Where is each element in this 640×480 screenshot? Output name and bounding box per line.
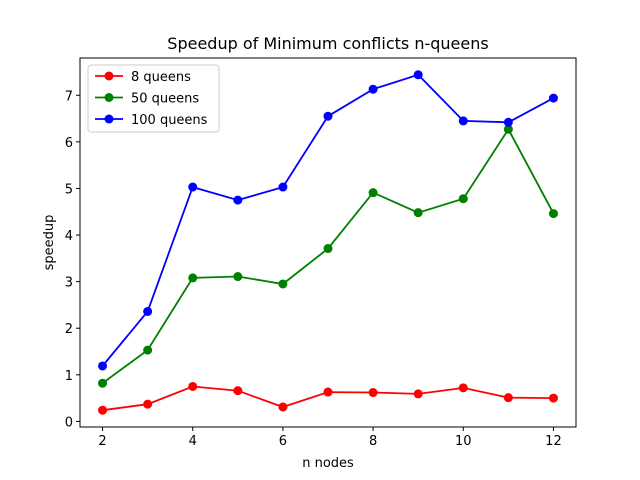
data-point xyxy=(458,383,468,393)
data-point xyxy=(188,182,198,192)
x-tick-label: 2 xyxy=(98,434,106,449)
legend-box xyxy=(87,64,220,133)
y-tick-label: 3 xyxy=(65,276,73,291)
legend-label: 100 queens xyxy=(131,113,208,128)
y-tick-label: 1 xyxy=(65,369,73,384)
data-point xyxy=(503,124,513,134)
data-point xyxy=(548,393,558,403)
data-point xyxy=(548,93,558,103)
y-axis-label: speedup xyxy=(42,215,57,271)
y-tick-label: 2 xyxy=(65,322,73,337)
legend-label: 8 queens xyxy=(131,70,191,85)
legend-marker xyxy=(104,71,114,81)
plot-area xyxy=(98,70,558,415)
data-point xyxy=(413,389,423,399)
data-point xyxy=(323,111,333,121)
x-tick-label: 10 xyxy=(455,434,472,449)
data-point xyxy=(548,209,558,219)
data-point xyxy=(98,405,108,415)
data-point xyxy=(278,182,288,192)
data-point xyxy=(368,188,378,198)
x-tick-label: 6 xyxy=(279,434,287,449)
data-point xyxy=(143,306,153,316)
legend: 8 queens 50 queens 100 queens xyxy=(87,64,220,133)
data-point xyxy=(323,244,333,254)
data-point xyxy=(323,387,333,397)
chart-title: Speedup of Minimum conflicts n-queens xyxy=(167,34,488,53)
y-tick-label: 4 xyxy=(65,229,73,244)
y-tick-label: 5 xyxy=(65,182,73,197)
data-point xyxy=(368,388,378,398)
data-point xyxy=(188,381,198,391)
x-tick-label: 12 xyxy=(545,434,562,449)
data-point xyxy=(143,399,153,409)
data-point xyxy=(413,208,423,218)
data-point xyxy=(278,402,288,412)
legend-label: 50 queens xyxy=(131,92,199,107)
data-point xyxy=(233,386,243,396)
data-point xyxy=(368,84,378,94)
data-point xyxy=(188,273,198,283)
data-point xyxy=(233,195,243,205)
data-point xyxy=(143,345,153,355)
data-point xyxy=(458,194,468,204)
data-point xyxy=(278,279,288,289)
data-point xyxy=(503,117,513,127)
axes-frame xyxy=(79,57,577,428)
data-point xyxy=(503,393,513,403)
data-point xyxy=(458,116,468,126)
data-point xyxy=(413,70,423,80)
x-tick-label: 4 xyxy=(189,434,197,449)
data-point xyxy=(98,361,108,371)
y-tick-label: 7 xyxy=(65,89,73,104)
x-axis-label: n nodes xyxy=(302,456,354,471)
y-tick-label: 6 xyxy=(65,136,73,151)
data-point xyxy=(98,378,108,388)
legend-marker xyxy=(104,93,114,102)
y-tick-label: 0 xyxy=(65,415,73,430)
data-point xyxy=(233,272,243,282)
x-tick-label: 8 xyxy=(369,434,377,449)
legend-marker xyxy=(104,114,114,124)
